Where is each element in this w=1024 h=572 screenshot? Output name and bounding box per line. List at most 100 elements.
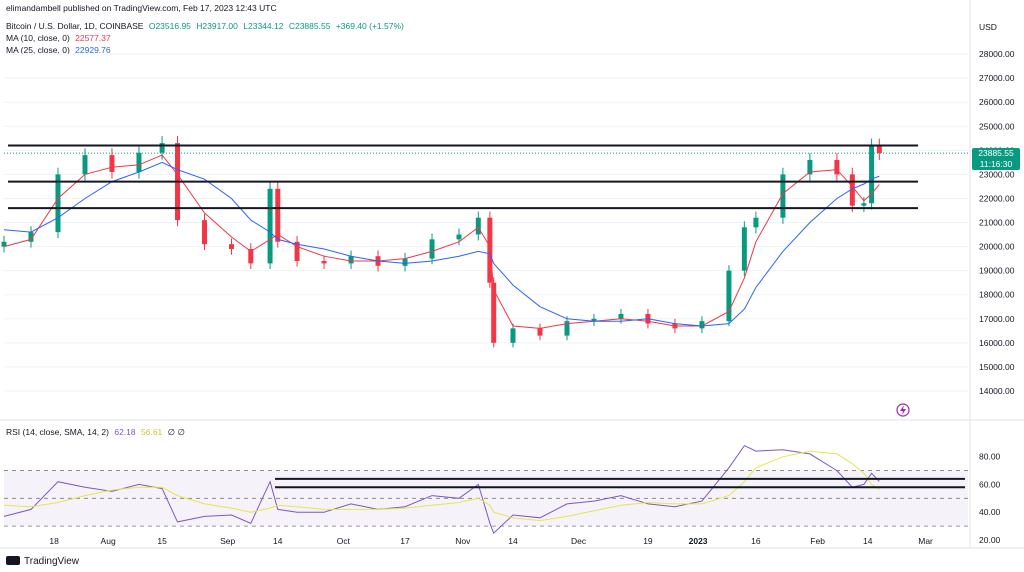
lightning-icon <box>896 403 910 417</box>
candle-body <box>267 188 273 264</box>
time-tick-label: 14 <box>273 536 283 546</box>
time-tick-label: 19 <box>643 536 653 546</box>
ma10-value: 22577.37 <box>75 33 111 43</box>
price-tick-label: 28000.00 <box>979 49 1015 59</box>
candle-body <box>229 244 235 249</box>
bar-countdown: 11:16:30 <box>979 159 1013 169</box>
ohlc-open: O23516.95 <box>148 21 191 31</box>
brand-label: TradingView <box>24 556 80 567</box>
time-tick-label: Aug <box>101 536 116 546</box>
price-tick-label: 27000.00 <box>979 73 1015 83</box>
price-tick-label: 22000.00 <box>979 193 1015 203</box>
symbol-title: Bitcoin / U.S. Dollar, 1D, COINBASE <box>6 21 144 31</box>
rsi-extra: ∅ ∅ <box>167 427 185 437</box>
candle-body <box>741 227 747 271</box>
time-tick-label: Mar <box>918 536 933 546</box>
candle-body <box>28 232 34 242</box>
time-tick-label: Feb <box>810 536 825 546</box>
time-tick-label: Dec <box>571 536 587 546</box>
tradingview-brand[interactable]: TradingView <box>6 556 79 567</box>
price-tick-label: 17000.00 <box>979 314 1015 324</box>
candle-body <box>849 174 855 206</box>
ma25-label: MA (25, close, 0) <box>6 45 70 55</box>
ma25-legend[interactable]: MA (25, close, 0) 22929.76 <box>6 45 114 55</box>
candle-body <box>510 328 516 343</box>
price-tick-label: 19000.00 <box>979 266 1015 276</box>
price-tick-label: 25000.00 <box>979 121 1015 131</box>
candle-body <box>564 321 570 336</box>
candle-body <box>753 217 759 228</box>
rsi-line <box>3 444 880 534</box>
candle-body <box>491 282 497 343</box>
candle-body <box>109 155 115 172</box>
price-tick-label: 15000.00 <box>979 362 1015 372</box>
time-tick-label: Sep <box>220 536 235 546</box>
time-tick-label: 16 <box>751 536 761 546</box>
candle-body <box>248 248 254 264</box>
candle-body <box>294 241 300 262</box>
lightning-glyph <box>900 405 906 415</box>
ma10-legend[interactable]: MA (10, close, 0) 22577.37 <box>6 33 114 43</box>
price-tick-label: 23000.00 <box>979 169 1015 179</box>
candle-body <box>159 143 165 153</box>
candle-body <box>1 241 7 247</box>
time-axis: 18 Aug 15 Sep 14 Oct 17 Nov 14 Dec 19 2023 16 Feb 14 Ma… <box>0 536 1024 549</box>
candle-body <box>402 258 408 266</box>
candle-body <box>699 321 705 329</box>
tradingview-logo-icon <box>6 556 20 565</box>
last-price-tag: 23885.55 11:16:30 <box>972 148 1020 170</box>
rsi-legend[interactable]: RSI (14, close, SMA, 14, 2) 62.18 56.61 … <box>6 427 188 438</box>
price-tick-label: 14000.00 <box>979 386 1015 396</box>
candle-body <box>321 261 327 264</box>
candle-body <box>876 145 882 154</box>
ma25-value: 22929.76 <box>75 45 111 55</box>
time-tick-label: 17 <box>400 536 410 546</box>
ma10-label: MA (10, close, 0) <box>6 33 70 43</box>
candle-body <box>429 239 435 259</box>
price-tick-label: 20000.00 <box>979 242 1015 252</box>
time-tick-label: 2023 <box>689 536 708 546</box>
candle-body <box>456 234 462 240</box>
candle-body <box>807 159 813 175</box>
currency-label: USD <box>979 22 997 32</box>
candle-body <box>726 270 732 322</box>
symbol-legend: Bitcoin / U.S. Dollar, 1D, COINBASE O235… <box>6 21 407 31</box>
rsi-tick-label: 40.00 <box>979 507 1001 517</box>
candle-body <box>275 188 281 242</box>
price-tick-label: 21000.00 <box>979 218 1015 228</box>
price-tick-label: 18000.00 <box>979 290 1015 300</box>
rsi-tick-label: 20.00 <box>979 535 1001 545</box>
price-pane: 14000.00 15000.00 16000.00 17000.00 18000.00… <box>0 0 1024 548</box>
candle-body <box>348 256 354 264</box>
ohlc-high: H23917.00 <box>196 21 238 31</box>
candle-body <box>136 152 142 172</box>
rsi-ma-line <box>3 450 880 522</box>
ohlc-close: C23885.55 <box>288 21 331 31</box>
candle-body <box>591 318 597 322</box>
time-tick-label: 14 <box>863 536 873 546</box>
candle-body <box>537 328 543 336</box>
rsi-label: RSI (14, close, SMA, 14, 2) <box>6 427 109 437</box>
ma25-line <box>3 161 880 327</box>
rsi-ma-value: 56.61 <box>141 427 163 437</box>
price-tick-label: 26000.00 <box>979 97 1015 107</box>
rsi-pane: 20.00 40.00 60.00 80.00 <box>3 444 1001 545</box>
candle-body <box>55 174 61 233</box>
time-tick-label: 18 <box>49 536 59 546</box>
candle-body <box>618 313 624 319</box>
candle-body <box>861 203 867 206</box>
published-note: elimandambell published on TradingView.c… <box>6 3 277 13</box>
candle-body <box>202 220 208 245</box>
candle-body <box>475 217 481 235</box>
rsi-tick-label: 80.00 <box>979 452 1001 462</box>
ohlc-change: +369.40 (+1.57%) <box>335 21 404 31</box>
price-tick-label: 16000.00 <box>979 338 1015 348</box>
candle-body <box>780 174 786 218</box>
time-tick-label: Oct <box>337 536 351 546</box>
ohlc-low: L23344.12 <box>243 21 284 31</box>
rsi-value: 62.18 <box>114 427 136 437</box>
time-tick-label: 14 <box>508 536 518 546</box>
time-tick-label: 15 <box>157 536 167 546</box>
